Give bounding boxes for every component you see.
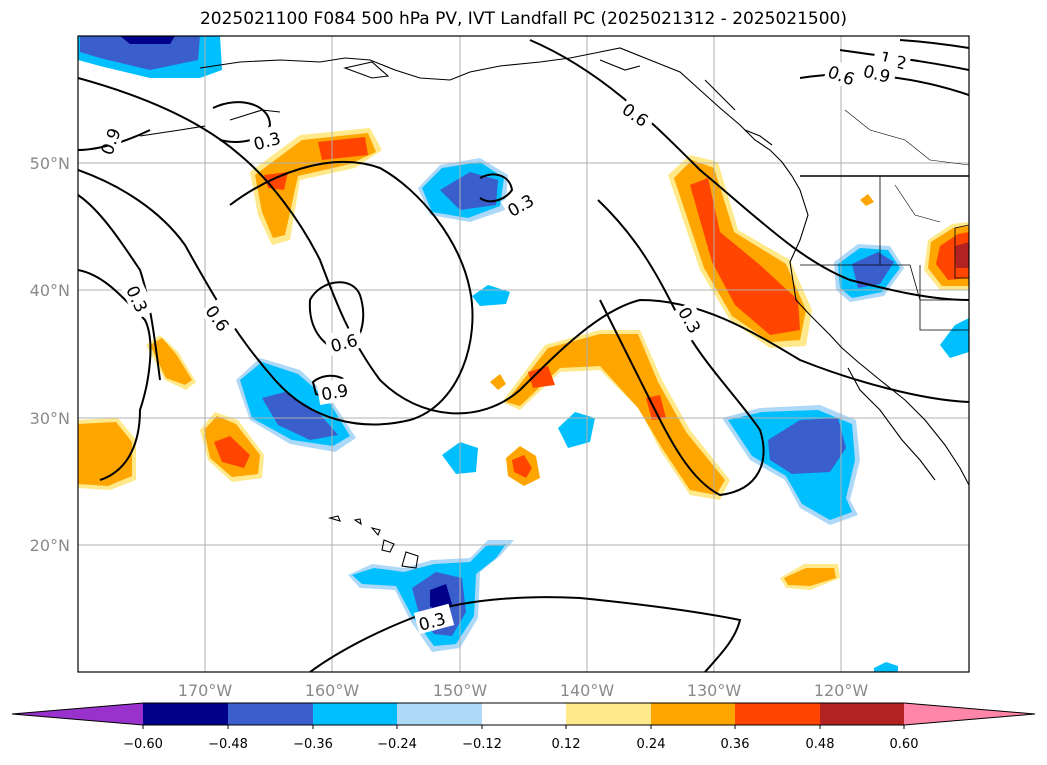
contour-label: 0.9 xyxy=(320,381,350,405)
colorbar-tick-label: −0.36 xyxy=(293,737,333,752)
pos-anomaly-region xyxy=(690,178,800,335)
pos-anomaly-region xyxy=(318,137,368,160)
neg-anomaly-region xyxy=(874,662,898,672)
colorbar-segment xyxy=(482,703,566,725)
pos-anomaly-region xyxy=(506,334,725,495)
colorbar-tick-label: −0.48 xyxy=(208,737,248,752)
colorbar-segment xyxy=(313,703,397,725)
colorbar-extend-min xyxy=(12,703,143,725)
colorbar-tick-label: 0.12 xyxy=(552,737,581,752)
lon-label: 140°W xyxy=(560,681,615,700)
colorbar-segment xyxy=(735,703,820,725)
colorbar-extend-max xyxy=(904,703,1035,725)
colorbar-tick-label: 0.48 xyxy=(806,737,835,752)
colorbar-segment xyxy=(820,703,904,725)
pos-anomaly-region xyxy=(955,242,969,268)
lon-label: 130°W xyxy=(687,681,742,700)
neg-anomaly-region xyxy=(120,36,175,44)
pos-anomaly-region xyxy=(214,436,250,468)
neg-anomaly-region xyxy=(852,252,894,288)
colorbar-tick-label: 0.36 xyxy=(721,737,750,752)
colorbar-segment xyxy=(228,703,313,725)
neg-anomaly-region xyxy=(262,392,338,440)
colorbar-tick-label: −0.12 xyxy=(462,737,502,752)
colorbar-tick-label: −0.24 xyxy=(377,737,417,752)
lat-label: 30°N xyxy=(30,409,70,428)
colorbar-segment xyxy=(143,703,228,725)
neg-anomaly-region xyxy=(940,318,969,358)
neg-anomaly-region xyxy=(80,36,200,70)
lon-label: 120°W xyxy=(814,681,869,700)
pos-anomaly-region xyxy=(490,374,506,390)
colorbar: −0.60 −0.48 −0.36 −0.24 −0.12 0.12 0.24 … xyxy=(11,702,1036,752)
colorbar-tick-label: 0.24 xyxy=(637,737,666,752)
pos-anomaly-region xyxy=(255,133,376,238)
pos-anomaly-region xyxy=(784,568,836,586)
map-frame xyxy=(77,35,970,673)
lat-label: 20°N xyxy=(30,536,70,555)
colorbar-segment xyxy=(566,703,651,725)
colorbar-segment xyxy=(651,703,735,725)
lat-label: 50°N xyxy=(30,154,70,173)
colorbar-segment xyxy=(397,703,482,725)
lat-label: 40°N xyxy=(30,281,70,300)
graticule xyxy=(78,36,969,672)
colorbar-tick-label: −0.60 xyxy=(123,737,163,752)
shading-layer xyxy=(78,36,969,672)
neg-anomaly-region xyxy=(472,285,510,306)
colorbar-tick-label: 0.60 xyxy=(890,737,919,752)
pos-anomaly-region xyxy=(512,455,532,478)
neg-anomaly-region xyxy=(768,418,846,474)
lon-label: 160°W xyxy=(305,681,360,700)
contour-label-group: 1.2 0.9 0.6 0.6 0.3 0.3 0.9 0.3 0.6 0.6 … xyxy=(97,43,913,636)
pos-anomaly-region xyxy=(150,338,192,385)
neg-anomaly-region xyxy=(558,412,595,448)
lon-label: 170°W xyxy=(178,681,233,700)
pos-anomaly-region xyxy=(528,366,555,388)
map-title: 2025021100 F084 500 hPa PV, IVT Landfall… xyxy=(199,9,847,29)
lon-label: 150°W xyxy=(433,681,488,700)
pos-anomaly-region xyxy=(860,194,874,206)
